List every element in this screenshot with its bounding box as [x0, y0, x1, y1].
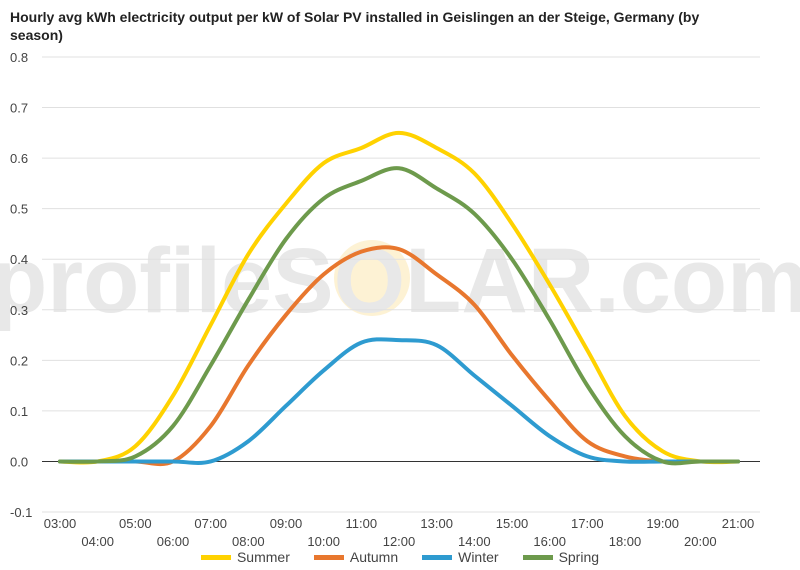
x-tick-label: 11:00 — [346, 516, 378, 531]
x-tick-label: 04:00 — [81, 534, 114, 548]
x-tick-label: 07:00 — [194, 516, 227, 531]
x-tick-label: 09:00 — [270, 516, 303, 531]
legend-label: Winter — [458, 549, 499, 565]
legend-item-spring[interactable]: Spring — [522, 549, 600, 565]
y-tick-label: 0.0 — [10, 454, 28, 469]
legend-label: Autumn — [349, 549, 399, 565]
x-tick-label: 16:00 — [533, 534, 566, 548]
x-tick-label: 10:00 — [307, 534, 340, 548]
legend-swatch-spring — [522, 554, 553, 560]
x-tick-label: 21:00 — [722, 516, 755, 531]
x-tick-label: 13:00 — [420, 516, 453, 531]
legend-label: Spring — [558, 549, 600, 565]
y-tick-label: -0.1 — [10, 505, 32, 520]
x-tick-label: 20:00 — [684, 534, 717, 548]
chart-title: Hourly avg kWh electricity output per kW… — [10, 9, 700, 43]
x-tick-label: 08:00 — [232, 534, 265, 548]
x-tick-label: 05:00 — [119, 516, 152, 531]
legend-item-winter[interactable]: Winter — [422, 549, 499, 565]
legend-swatch-autumn — [313, 554, 344, 560]
y-tick-label: 0.6 — [10, 151, 28, 166]
grid — [42, 56, 760, 513]
legend-item-summer[interactable]: Summer — [200, 549, 290, 565]
x-tick-label: 15:00 — [496, 516, 529, 531]
x-tick-label: 03:00 — [44, 516, 77, 531]
x-tick-label: 18:00 — [609, 534, 642, 548]
watermark: profileSOLAR.com — [0, 230, 800, 332]
x-tick-label: 12:00 — [383, 534, 416, 548]
legend-swatch-winter — [422, 554, 453, 560]
line-chart: profileSOLAR.com -0.1 0.0 0.1 0.2 0.3 0.4 0.5 0… — [0, 50, 800, 548]
y-axis: -0.1 0.0 0.1 0.2 0.3 0.4 0.5 0.6 0.7 0.8 — [10, 50, 32, 520]
x-axis: 03:00 04:00 05:00 06:00 07:00 08:00 09:00 10:00… — [44, 516, 755, 548]
y-tick-label: 0.7 — [10, 101, 28, 116]
x-tick-label: 06:00 — [157, 534, 190, 548]
x-tick-label: 14:00 — [458, 534, 491, 548]
legend-label: Summer — [236, 549, 290, 565]
series-line-winter — [58, 337, 740, 465]
x-tick-label: 19:00 — [646, 516, 679, 531]
series-line-spring — [58, 166, 740, 466]
series-lines — [58, 130, 740, 467]
series-line-summer — [58, 130, 740, 465]
x-tick-label: 17:00 — [571, 516, 604, 531]
legend-item-autumn[interactable]: Autumn — [313, 549, 399, 565]
y-tick-label: 0.1 — [10, 404, 28, 419]
y-tick-label: 0.4 — [10, 252, 28, 267]
legend-swatch-summer — [200, 554, 231, 560]
y-tick-label: 0.5 — [10, 202, 28, 217]
y-tick-label: 0.3 — [10, 303, 28, 318]
y-tick-label: 0.8 — [10, 50, 28, 65]
y-tick-label: 0.2 — [10, 353, 28, 368]
legend: Summer Autumn Winter Spring — [0, 549, 800, 565]
watermark-text: profileSOLAR.com — [0, 230, 800, 332]
